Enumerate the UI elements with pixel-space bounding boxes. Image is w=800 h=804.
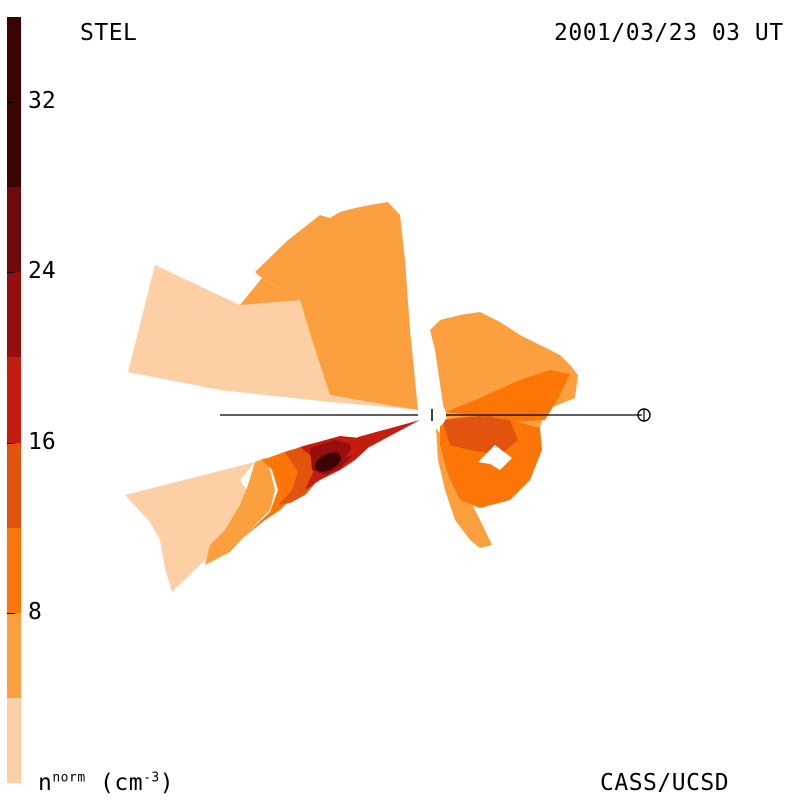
- colorbar-segment: [7, 527, 21, 613]
- colorbar-tick: [7, 102, 15, 104]
- colorbar-segment: [7, 697, 21, 783]
- colorbar-tick: [7, 442, 15, 444]
- region-light-ul: [128, 265, 420, 410]
- observatory-label: STEL: [80, 20, 138, 46]
- colorbar-segment: [7, 357, 21, 443]
- colorbar-tick-label: 24: [28, 258, 56, 285]
- region-darkest-wedge: [345, 420, 420, 458]
- sector-lower-right: [436, 416, 542, 548]
- region-orange-ll: [205, 458, 275, 565]
- colorbar-segment: [7, 187, 21, 273]
- colorbar-tick-label: 8: [28, 598, 42, 625]
- colorbar-tick-label: 32: [28, 88, 56, 115]
- region-peak-ll: [315, 452, 341, 472]
- colorbar-tick-label: 16: [28, 428, 56, 455]
- unit-sup-exp: -3: [143, 770, 160, 786]
- credit-label: CASS/UCSD: [600, 770, 730, 796]
- region-deep-orange-right: [446, 370, 570, 422]
- unit-open: (cm: [85, 770, 144, 796]
- colorbar-segment: [7, 612, 21, 698]
- region-light-ll: [125, 462, 255, 592]
- region-gap-lower-right: [478, 445, 512, 470]
- unit-sup-norm: norm: [52, 770, 86, 786]
- unit-main: n: [38, 770, 53, 796]
- colorbar-segment: [7, 442, 21, 528]
- sector-upper-left: [128, 265, 420, 410]
- colorbar-unit-label: nnorm (cm-3): [38, 770, 174, 796]
- region-red-lower-right: [442, 416, 518, 455]
- region-orange-lower-right: [436, 428, 492, 548]
- colorbar-segment: [7, 272, 21, 358]
- datetime-label: 2001/03/23 03 UT: [554, 20, 784, 46]
- sector-lower-left: [125, 420, 420, 592]
- region-red1-ll: [278, 444, 320, 505]
- sector-upper: [255, 202, 418, 410]
- unit-close: ): [159, 770, 175, 796]
- colorbar-tick: [7, 272, 15, 274]
- region-orange-ul: [240, 278, 420, 410]
- colorbar-tick: [7, 612, 15, 614]
- colorbar: [7, 17, 21, 783]
- region-deep-orange-ll: [240, 450, 300, 540]
- region-orange-upper: [255, 202, 418, 410]
